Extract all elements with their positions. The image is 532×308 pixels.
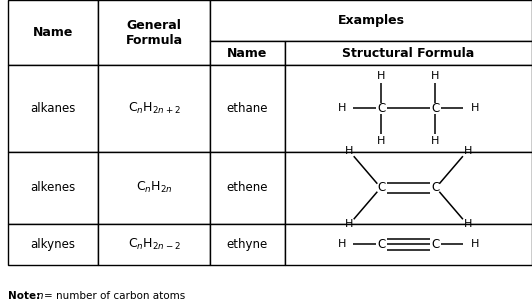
Bar	[8, 0, 98, 65]
Text: C: C	[377, 102, 386, 115]
Bar	[285, 224, 532, 265]
Bar	[210, 224, 285, 265]
Text: H: H	[377, 136, 386, 146]
Text: H: H	[377, 71, 386, 81]
Text: Structural Formula: Structural Formula	[342, 47, 475, 60]
Bar	[98, 0, 210, 65]
Text: C: C	[377, 238, 386, 251]
Bar	[210, 41, 285, 65]
Text: H: H	[463, 219, 472, 229]
Bar	[210, 0, 532, 41]
Text: H: H	[431, 71, 439, 81]
Bar	[285, 41, 532, 65]
Text: General
Formula: General Formula	[126, 18, 183, 47]
Text: n: n	[36, 291, 43, 301]
Bar	[8, 152, 98, 224]
Text: C$_n$H$_{2n-2}$: C$_n$H$_{2n-2}$	[128, 237, 181, 252]
Text: = number of carbon atoms: = number of carbon atoms	[44, 291, 185, 301]
Text: C$_n$H$_{2n}$: C$_n$H$_{2n}$	[136, 180, 173, 195]
Text: ethyne: ethyne	[227, 238, 268, 251]
Bar	[210, 152, 285, 224]
Text: ethane: ethane	[227, 102, 268, 115]
Bar	[98, 65, 210, 152]
Text: C: C	[431, 238, 439, 251]
Bar	[98, 152, 210, 224]
Text: H: H	[471, 103, 479, 113]
Text: alkynes: alkynes	[31, 238, 76, 251]
Text: H: H	[337, 103, 346, 113]
Bar	[98, 224, 210, 265]
Text: C: C	[431, 102, 439, 115]
Text: alkenes: alkenes	[30, 181, 76, 194]
Bar	[285, 65, 532, 152]
Bar	[210, 65, 285, 152]
Text: H: H	[471, 239, 479, 249]
Text: Note:: Note:	[8, 291, 40, 301]
Text: Examples: Examples	[338, 14, 404, 27]
Text: H: H	[431, 136, 439, 146]
Bar	[8, 65, 98, 152]
Text: alkanes: alkanes	[30, 102, 76, 115]
Text: C$_n$H$_{2n+2}$: C$_n$H$_{2n+2}$	[128, 101, 181, 116]
Bar	[8, 224, 98, 265]
Text: H: H	[337, 239, 346, 249]
Text: H: H	[463, 146, 472, 156]
Text: H: H	[345, 146, 353, 156]
Bar	[285, 152, 532, 224]
Text: C: C	[431, 181, 439, 194]
Text: H: H	[345, 219, 353, 229]
Text: C: C	[377, 181, 386, 194]
Text: Name: Name	[33, 26, 73, 39]
Text: ethene: ethene	[227, 181, 268, 194]
Text: Name: Name	[227, 47, 268, 60]
